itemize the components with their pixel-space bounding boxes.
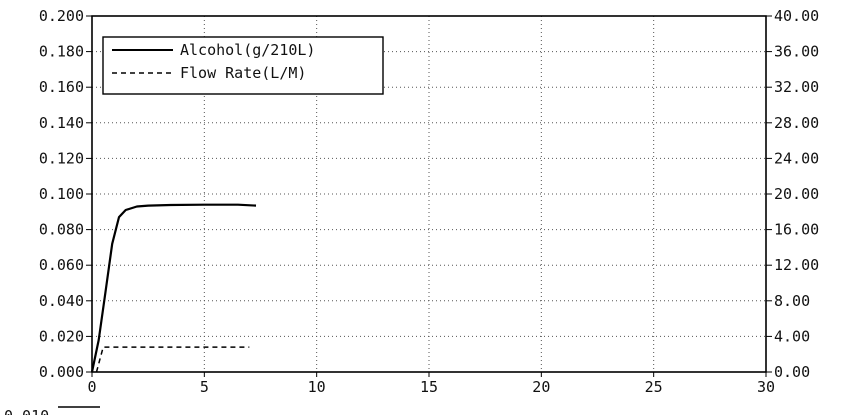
y-tick-right-label-3: 12.00 [774, 256, 819, 274]
y-tick-right-label-5: 20.00 [774, 185, 819, 203]
y-tick-right-label-6: 24.00 [774, 149, 819, 167]
y-tick-right-label-9: 36.00 [774, 43, 819, 61]
x-tick-label-5: 25 [645, 378, 663, 396]
legend-label-alcohol: Alcohol(g/210L) [180, 41, 315, 59]
y-tick-left-label-10: 0.200 [39, 7, 84, 25]
y-tick-right-label-10: 40.00 [774, 7, 819, 25]
x-tick-label-6: 30 [757, 378, 775, 396]
series [90, 203, 257, 373]
x-tick-label-4: 20 [532, 378, 550, 396]
y-tick-right-label-7: 28.00 [774, 114, 819, 132]
y-tick-left-label-6: 0.120 [39, 149, 84, 167]
y-axis-left-ticks: 0.000 0.020 0.040 0.060 0.080 0.100 0.120 0.140… [39, 7, 92, 381]
y-tick-left-label-4: 0.080 [39, 221, 84, 239]
x-tick-label-1: 5 [200, 378, 209, 396]
y-tick-right-label-2: 8.00 [774, 292, 810, 310]
y-tick-left-label-7: 0.140 [39, 114, 84, 132]
series-line-flow-rate [95, 346, 250, 373]
y-tick-left-label-3: 0.060 [39, 256, 84, 274]
x-tick-label-2: 10 [308, 378, 326, 396]
legend-label-flow-rate: Flow Rate(L/M) [180, 64, 306, 82]
y-tick-right-label-4: 16.00 [774, 221, 819, 239]
y-tick-left-label-8: 0.160 [39, 78, 84, 96]
y-tick-left-label-9: 0.180 [39, 43, 84, 61]
y-tick-left-label-2: 0.040 [39, 292, 84, 310]
footer-fragment-text: 0.010 [4, 407, 49, 415]
y-axis-right-ticks: 0.00 4.00 8.00 12.00 16.00 20.00 24.00 28.00 32.… [766, 7, 819, 381]
x-tick-label-3: 15 [420, 378, 438, 396]
y-tick-left-label-1: 0.020 [39, 327, 84, 345]
footer-fragment: 0.010 [4, 406, 100, 415]
y-tick-right-label-0: 0.00 [774, 363, 810, 381]
y-tick-right-label-1: 4.00 [774, 327, 810, 345]
legend-box [102, 36, 384, 95]
x-tick-label-0: 0 [87, 378, 96, 396]
y-tick-left-label-5: 0.100 [39, 185, 84, 203]
legend: Alcohol(g/210L) Flow Rate(L/M) [102, 36, 384, 95]
series-line-alcohol [90, 203, 257, 373]
y-tick-left-label-0: 0.000 [39, 363, 84, 381]
x-axis-ticks: 0 5 10 15 20 25 30 [87, 372, 775, 396]
y-tick-right-label-8: 32.00 [774, 78, 819, 96]
